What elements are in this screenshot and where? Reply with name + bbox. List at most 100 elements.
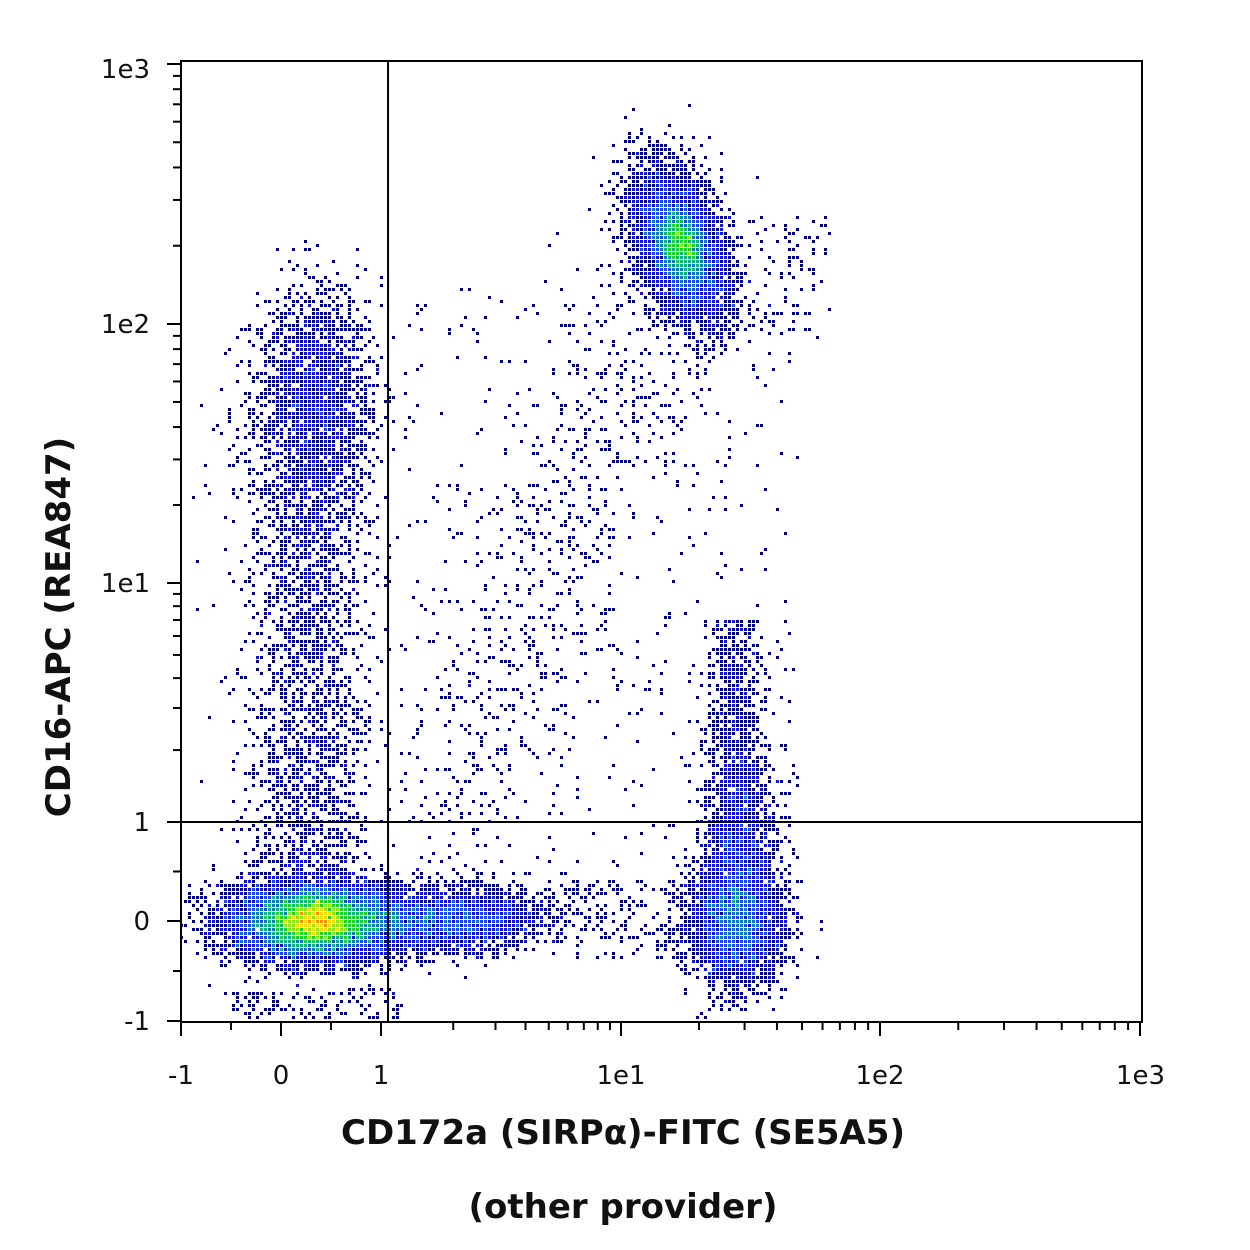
event-dot bbox=[552, 892, 555, 895]
event-dot bbox=[688, 284, 691, 287]
event-dot bbox=[484, 928, 487, 931]
event-dot bbox=[356, 524, 359, 527]
event-dot bbox=[672, 304, 675, 307]
event-dot bbox=[376, 932, 379, 935]
event-dot bbox=[272, 648, 275, 651]
event-dot bbox=[268, 728, 271, 731]
event-dot bbox=[372, 908, 375, 911]
event-dot bbox=[388, 932, 391, 935]
event-dot bbox=[356, 384, 359, 387]
event-dot bbox=[388, 912, 391, 915]
event-dot bbox=[408, 912, 411, 915]
event-dot bbox=[480, 940, 483, 943]
event-dot bbox=[344, 536, 347, 539]
event-dot bbox=[324, 904, 327, 907]
event-dot bbox=[292, 392, 295, 395]
event-dot bbox=[316, 688, 319, 691]
event-dot bbox=[540, 924, 543, 927]
event-dot bbox=[488, 928, 491, 931]
event-dot bbox=[380, 884, 383, 887]
event-dot bbox=[292, 928, 295, 931]
event-dot bbox=[492, 888, 495, 891]
event-dot bbox=[304, 464, 307, 467]
event-dot bbox=[284, 920, 287, 923]
event-dot bbox=[436, 912, 439, 915]
event-dot bbox=[296, 900, 299, 903]
event-dot bbox=[388, 900, 391, 903]
event-dot bbox=[312, 432, 315, 435]
event-dot bbox=[220, 896, 223, 899]
event-dot bbox=[336, 420, 339, 423]
event-dot bbox=[320, 528, 323, 531]
event-dot bbox=[504, 904, 507, 907]
event-dot bbox=[284, 448, 287, 451]
event-dot bbox=[324, 684, 327, 687]
event-dot bbox=[312, 680, 315, 683]
event-dot bbox=[332, 888, 335, 891]
event-dot bbox=[680, 272, 683, 275]
event-dot bbox=[340, 436, 343, 439]
event-dot bbox=[264, 908, 267, 911]
event-dot bbox=[336, 432, 339, 435]
event-dot bbox=[412, 904, 415, 907]
event-dot bbox=[300, 432, 303, 435]
event-dot bbox=[308, 468, 311, 471]
event-dot bbox=[684, 308, 687, 311]
event-dot bbox=[332, 428, 335, 431]
event-dot bbox=[276, 420, 279, 423]
event-dot bbox=[388, 648, 391, 651]
event-dot bbox=[696, 280, 699, 283]
event-dot bbox=[276, 388, 279, 391]
event-dot bbox=[356, 748, 359, 751]
event-dot bbox=[272, 952, 275, 955]
event-dot bbox=[320, 972, 323, 975]
event-dot bbox=[256, 660, 259, 663]
event-dot bbox=[212, 944, 215, 947]
event-dot bbox=[672, 164, 675, 167]
event-dot bbox=[328, 836, 331, 839]
event-dot bbox=[376, 892, 379, 895]
event-dot bbox=[428, 884, 431, 887]
event-dot bbox=[352, 424, 355, 427]
event-dot bbox=[424, 904, 427, 907]
event-dot bbox=[240, 888, 243, 891]
event-dot bbox=[284, 940, 287, 943]
event-dot bbox=[380, 964, 383, 967]
event-dot bbox=[420, 936, 423, 939]
event-dot bbox=[328, 568, 331, 571]
event-dot bbox=[308, 924, 311, 927]
event-dot bbox=[392, 920, 395, 923]
event-dot bbox=[224, 936, 227, 939]
event-dot bbox=[300, 492, 303, 495]
event-dot bbox=[708, 360, 711, 363]
event-dot bbox=[316, 288, 319, 291]
event-dot bbox=[248, 872, 251, 875]
event-dot bbox=[720, 224, 723, 227]
event-dot bbox=[260, 428, 263, 431]
event-dot bbox=[368, 432, 371, 435]
event-dot bbox=[224, 928, 227, 931]
event-dot bbox=[320, 376, 323, 379]
event-dot bbox=[416, 940, 419, 943]
event-dot bbox=[408, 920, 411, 923]
event-dot bbox=[248, 432, 251, 435]
event-dot bbox=[684, 312, 687, 315]
event-dot bbox=[272, 332, 275, 335]
event-dot bbox=[304, 424, 307, 427]
event-dot bbox=[292, 544, 295, 547]
event-dot bbox=[440, 916, 443, 919]
event-dot bbox=[352, 476, 355, 479]
event-dot bbox=[444, 932, 447, 935]
event-dot bbox=[344, 952, 347, 955]
event-dot bbox=[252, 900, 255, 903]
event-dot bbox=[708, 260, 711, 263]
event-dot bbox=[264, 396, 267, 399]
event-dot bbox=[360, 892, 363, 895]
event-dot bbox=[368, 928, 371, 931]
event-dot bbox=[708, 304, 711, 307]
event-dot bbox=[288, 840, 291, 843]
event-dot bbox=[324, 952, 327, 955]
event-dot bbox=[292, 808, 295, 811]
event-dot bbox=[332, 548, 335, 551]
event-dot bbox=[348, 308, 351, 311]
